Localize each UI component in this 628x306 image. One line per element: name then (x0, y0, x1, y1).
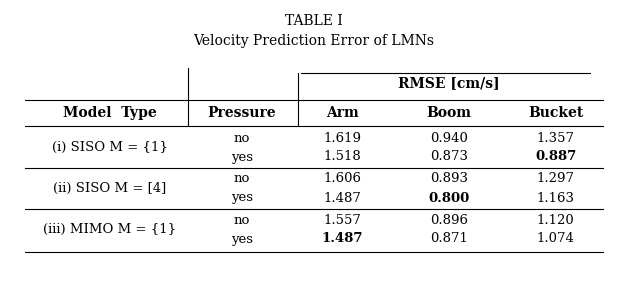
Text: 1.487: 1.487 (323, 192, 361, 204)
Text: 1.619: 1.619 (323, 132, 361, 144)
Text: 1.357: 1.357 (537, 132, 575, 144)
Text: Model  Type: Model Type (63, 106, 157, 120)
Text: TABLE I: TABLE I (285, 14, 343, 28)
Text: 1.297: 1.297 (537, 173, 575, 185)
Text: yes: yes (230, 233, 253, 245)
Text: 0.887: 0.887 (535, 151, 577, 163)
Text: 1.606: 1.606 (323, 173, 361, 185)
Text: yes: yes (230, 192, 253, 204)
Text: 0.871: 0.871 (430, 233, 468, 245)
Text: 0.893: 0.893 (430, 173, 468, 185)
Text: no: no (234, 214, 250, 226)
Text: (ii) SISO M = [4]: (ii) SISO M = [4] (53, 182, 166, 195)
Text: RMSE [cm/s]: RMSE [cm/s] (398, 76, 500, 90)
Text: 1.120: 1.120 (537, 214, 575, 226)
Text: no: no (234, 132, 250, 144)
Text: Boom: Boom (426, 106, 472, 120)
Text: Arm: Arm (326, 106, 359, 120)
Text: 0.896: 0.896 (430, 214, 468, 226)
Text: 1.557: 1.557 (323, 214, 361, 226)
Text: 1.518: 1.518 (323, 151, 361, 163)
Text: (iii) MIMO M = {1}: (iii) MIMO M = {1} (43, 223, 176, 236)
Text: 0.800: 0.800 (428, 192, 470, 204)
Text: 1.074: 1.074 (537, 233, 575, 245)
Text: 1.487: 1.487 (322, 233, 363, 245)
Text: yes: yes (230, 151, 253, 163)
Text: no: no (234, 173, 250, 185)
Text: Pressure: Pressure (207, 106, 276, 120)
Text: (i) SISO M = {1}: (i) SISO M = {1} (52, 141, 168, 154)
Text: Velocity Prediction Error of LMNs: Velocity Prediction Error of LMNs (193, 34, 435, 48)
Text: Bucket: Bucket (528, 106, 583, 120)
Text: 0.873: 0.873 (430, 151, 468, 163)
Text: 1.163: 1.163 (537, 192, 575, 204)
Text: 0.940: 0.940 (430, 132, 468, 144)
